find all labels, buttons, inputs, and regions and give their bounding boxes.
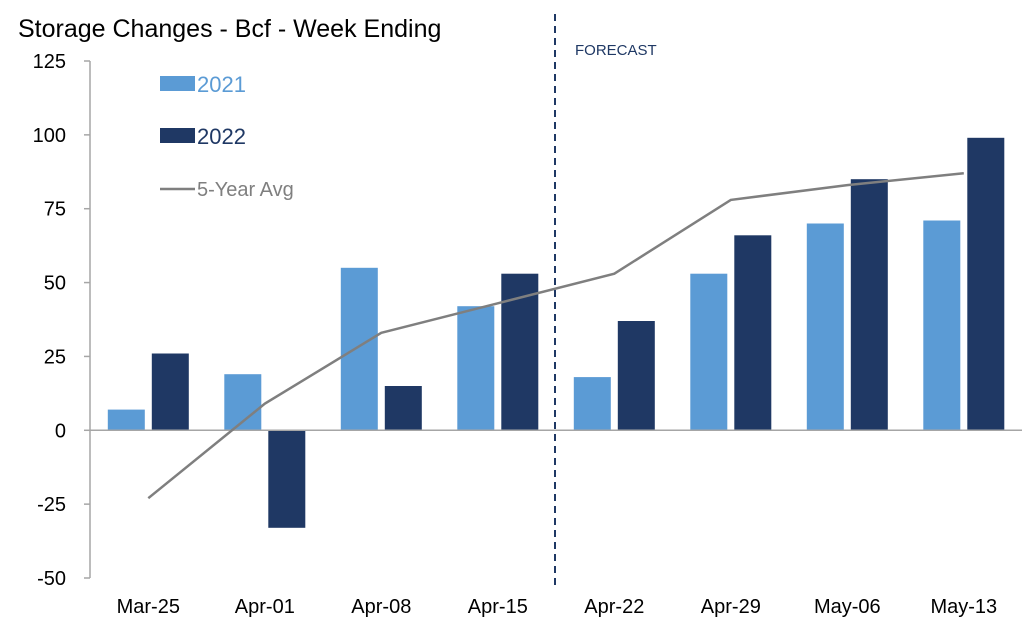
- bars-group: [107, 137, 1005, 528]
- bar-2021-may-06: [806, 223, 844, 431]
- bar-2022-may-06: [850, 179, 888, 431]
- x-tick-label: Apr-15: [468, 596, 528, 618]
- bar-2021-may-13: [923, 220, 961, 431]
- x-tick-label: Apr-08: [351, 596, 411, 618]
- bar-2021-apr-15: [457, 306, 495, 431]
- y-tick-label: -50: [37, 568, 66, 590]
- bar-2021-apr-08: [340, 267, 378, 431]
- chart-title: Storage Changes - Bcf - Week Ending: [18, 15, 441, 43]
- x-tick-label: Apr-22: [584, 596, 644, 618]
- x-tick-label: May-13: [930, 596, 997, 618]
- legend: 2021 2022 5-Year Avg: [160, 72, 294, 201]
- series-line-5-year-avg: [147, 172, 964, 500]
- bar-2022-may-13: [967, 137, 1005, 431]
- axes-group: [84, 60, 1022, 579]
- x-tick-label: Mar-25: [117, 596, 180, 618]
- bar-2022-mar-25: [151, 353, 189, 431]
- bar-2021-apr-29: [690, 273, 728, 431]
- y-tick-label: -25: [37, 494, 66, 516]
- legend-swatch-2022: [160, 128, 195, 143]
- legend-label-avg: 5-Year Avg: [197, 179, 294, 201]
- ticks-group: Mar-25 Apr-01 Apr-08 Apr-15 Apr-22 Apr-29 May-…: [33, 51, 998, 618]
- y-tick-label: 75: [44, 199, 66, 221]
- bar-2021-mar-25: [107, 409, 145, 431]
- y-tick-label: 25: [44, 346, 66, 368]
- x-tick-label: Apr-01: [235, 596, 295, 618]
- x-tick-label: May-06: [814, 596, 881, 618]
- bar-2022-apr-29: [734, 235, 772, 431]
- legend-swatch-2021: [160, 76, 195, 91]
- x-tick-label: Apr-29: [701, 596, 761, 618]
- y-tick-label: 100: [33, 125, 66, 147]
- forecast-label: FORECAST: [575, 42, 657, 59]
- bar-2022-apr-01: [268, 430, 306, 528]
- bar-2022-apr-08: [384, 386, 422, 431]
- avg-line-group: [147, 172, 964, 500]
- bar-2021-apr-22: [573, 377, 611, 431]
- bar-2022-apr-22: [617, 321, 655, 431]
- legend-label-2022: 2022: [197, 124, 246, 149]
- y-tick-label: 0: [55, 420, 66, 442]
- legend-label-2021: 2021: [197, 72, 246, 97]
- forecast-group: FORECAST: [554, 14, 657, 590]
- y-tick-label: 50: [44, 273, 66, 295]
- y-tick-label: 125: [33, 51, 66, 73]
